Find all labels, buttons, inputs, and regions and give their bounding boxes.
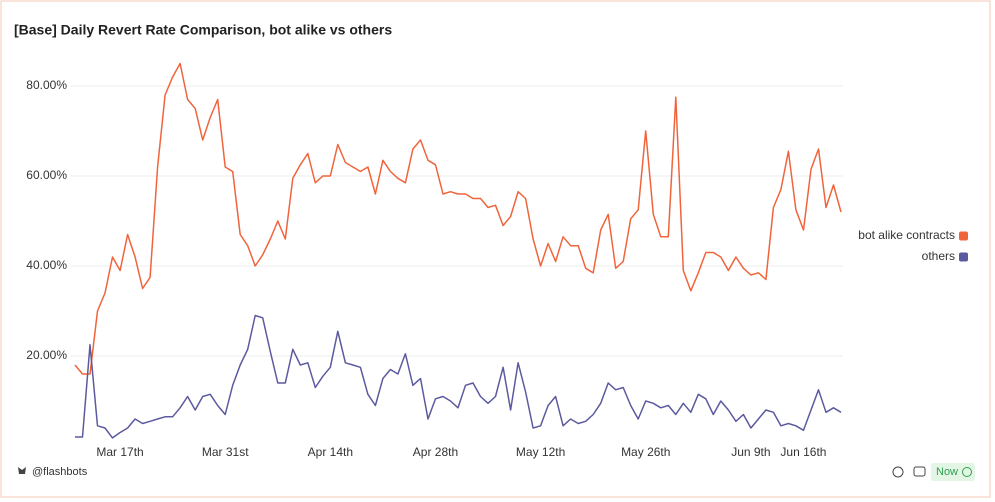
source: @flashbots bbox=[32, 466, 88, 478]
status-icon bbox=[962, 467, 972, 477]
x-tick-label: Apr 14th bbox=[308, 445, 353, 459]
legend-swatch bbox=[959, 231, 968, 241]
y-tick-label: 80.00% bbox=[26, 78, 67, 92]
chart-title: [Base] Daily Revert Rate Comparison, bot… bbox=[14, 22, 392, 38]
x-tick-label: Mar 17th bbox=[96, 445, 143, 459]
series-line bbox=[75, 314, 842, 439]
x-tick-label: Apr 28th bbox=[413, 445, 458, 459]
y-tick-label: 60.00% bbox=[26, 168, 67, 182]
x-tick-label: May 12th bbox=[516, 445, 565, 459]
logo-icon bbox=[18, 467, 26, 474]
x-tick-label: Jun 16th bbox=[780, 445, 826, 459]
refresh-icon[interactable] bbox=[892, 466, 904, 478]
y-tick-label: 40.00% bbox=[26, 258, 67, 272]
x-tick-label: Jun 9th bbox=[731, 445, 770, 459]
x-tick-label: May 26th bbox=[621, 445, 670, 459]
status-badge bbox=[931, 463, 975, 481]
status: Now bbox=[936, 466, 958, 478]
legend-label: bot alike contracts bbox=[858, 228, 955, 242]
legend-label: others bbox=[922, 249, 955, 263]
series-line bbox=[74, 62, 842, 375]
camera-icon[interactable] bbox=[913, 466, 926, 477]
legend-swatch bbox=[959, 252, 968, 262]
x-tick-label: Mar 31st bbox=[202, 445, 249, 459]
footer: @flashbots Now bbox=[18, 463, 975, 481]
y-tick-label: 20.00% bbox=[26, 348, 67, 362]
